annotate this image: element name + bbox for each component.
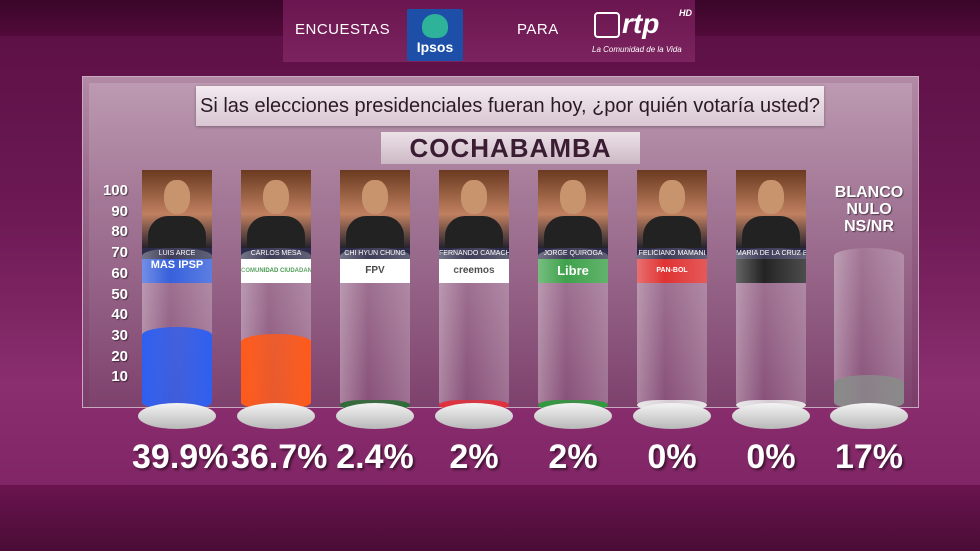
candidate-name: MARIA DE LA CRUZ BAYA bbox=[736, 248, 806, 259]
value-label: 0% bbox=[746, 438, 796, 476]
ipsos-logo-text: Ipsos bbox=[416, 39, 454, 55]
candidate-name: LUIS ARCE bbox=[142, 248, 212, 259]
ipsos-logo: Ipsos bbox=[407, 9, 463, 61]
bar-tube bbox=[538, 248, 608, 410]
y-tick-label: 80 bbox=[111, 223, 128, 241]
y-tick-label: 50 bbox=[111, 285, 128, 303]
party-logo: COMUNIDAD CIUDADANA bbox=[241, 259, 311, 283]
bar-tube bbox=[340, 248, 410, 410]
y-tick-label: 10 bbox=[111, 368, 128, 386]
party-logo: MAS IPSP bbox=[142, 259, 212, 283]
chart-subtitle: COCHABAMBA bbox=[381, 132, 640, 164]
candidate-name: CARLOS MESA bbox=[241, 248, 311, 259]
y-tick-label: 30 bbox=[111, 326, 128, 344]
bar-base bbox=[732, 403, 810, 429]
y-tick-label: 40 bbox=[111, 306, 128, 324]
value-label: 2% bbox=[548, 438, 598, 476]
bar-base bbox=[237, 403, 315, 429]
y-tick-label: 60 bbox=[111, 264, 128, 282]
header-para: PARA bbox=[517, 21, 559, 38]
bar-base bbox=[534, 403, 612, 429]
floor-reflection bbox=[0, 485, 980, 551]
candidate-name: FERNANDO CAMACHO bbox=[439, 248, 509, 259]
party-logo: Libre bbox=[538, 259, 608, 283]
ipsos-head-icon bbox=[422, 14, 448, 38]
candidate-photo bbox=[736, 170, 806, 250]
bar-tube bbox=[439, 248, 509, 410]
candidate-name: CHI HYUN CHUNG bbox=[340, 248, 410, 259]
rtp-word: rtp bbox=[622, 8, 660, 39]
y-tick-label: 90 bbox=[111, 202, 128, 220]
value-label: 2% bbox=[449, 438, 499, 476]
header-strip bbox=[283, 0, 695, 62]
rtp-mark-icon bbox=[594, 12, 620, 38]
candidate-name: FELICIANO MAMANI bbox=[637, 248, 707, 259]
candidate-photo bbox=[340, 170, 410, 250]
bar-base bbox=[435, 403, 513, 429]
rtp-tagline: La Comunidad de la Vida bbox=[592, 45, 682, 54]
party-logo: PAN-BOL bbox=[637, 259, 707, 283]
bar-base bbox=[830, 403, 908, 429]
candidate-photo bbox=[142, 170, 212, 250]
bar-base bbox=[138, 403, 216, 429]
candidate-photo bbox=[637, 170, 707, 250]
value-label: 0% bbox=[647, 438, 697, 476]
value-label: 17% bbox=[834, 438, 904, 476]
candidate-photo bbox=[241, 170, 311, 250]
bar bbox=[241, 334, 311, 410]
blanco-label: BLANCO NULO NS/NR bbox=[834, 184, 904, 235]
y-tick-label: 100 bbox=[102, 182, 128, 199]
bar bbox=[142, 327, 212, 410]
candidate-photo bbox=[538, 170, 608, 250]
bar-tube bbox=[637, 248, 707, 410]
candidate-photo bbox=[439, 170, 509, 250]
value-label: 39.9% bbox=[132, 438, 229, 476]
y-tick-label: 70 bbox=[111, 244, 128, 262]
value-label: 2.4% bbox=[336, 438, 414, 476]
bar-tube bbox=[736, 248, 806, 410]
value-label: 36.7% bbox=[231, 438, 328, 476]
y-tick-label: 20 bbox=[111, 347, 128, 365]
rtp-hd: HD bbox=[679, 8, 692, 18]
candidate-name: JORGE QUIROGA bbox=[538, 248, 608, 259]
party-logo: creemos bbox=[439, 259, 509, 283]
rtp-logo: rtp HD La Comunidad de la Vida bbox=[592, 8, 702, 58]
party-logo bbox=[736, 259, 806, 283]
party-logo: FPV bbox=[340, 259, 410, 283]
bar-base bbox=[336, 403, 414, 429]
header-encuestas: ENCUESTAS bbox=[295, 21, 391, 38]
bar-base bbox=[633, 403, 711, 429]
chart-title: Si las elecciones presidenciales fueran … bbox=[196, 86, 824, 126]
